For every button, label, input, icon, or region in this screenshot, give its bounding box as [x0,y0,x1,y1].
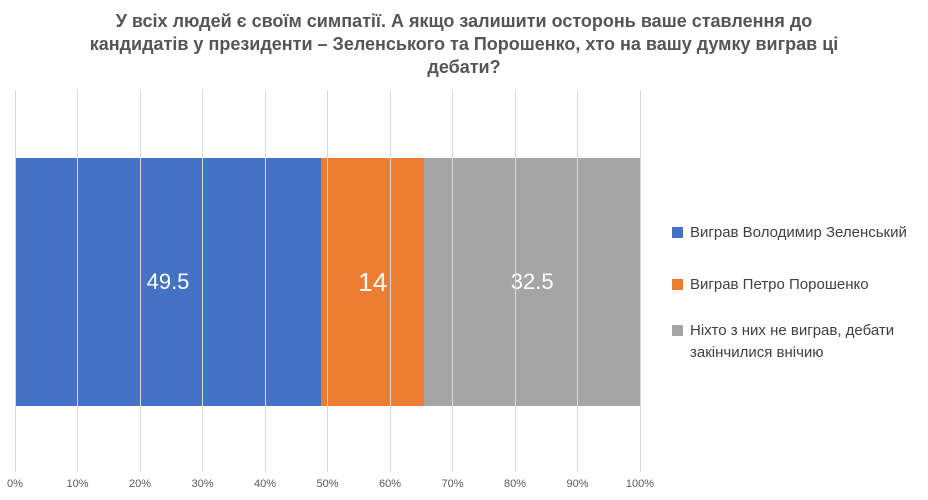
data-label-1: 49.5 [146,269,190,294]
legend-swatch-icon [672,279,683,290]
gridline-40% [264,90,266,472]
legend-label-1: Виграв Володимир Зеленський [690,224,907,241]
gridline-70% [452,90,453,472]
gridline-0% [14,90,16,472]
x-tick-label-50%: 50% [316,478,339,490]
data-label-2: 14 [358,266,388,297]
bar-segment-3: 32.5 [424,158,640,406]
gridline-100% [639,90,641,472]
x-tick-label-30%: 30% [191,478,214,490]
chart-title: У всіх людей є своїм симпатії. А якщо за… [0,10,928,79]
gridline-30% [202,90,203,472]
gridline-80% [514,90,516,472]
gridline-20% [139,90,141,472]
legend-label-3: Ніхто з них не виграв, дебати закінчилис… [690,322,895,361]
legend-item-3: Ніхто з них не виграв, дебати закінчилис… [672,320,928,364]
legend-label-2: Виграв Петро Порошенко [690,276,869,293]
x-tick-label-60%: 60% [378,478,402,490]
x-tick-label-10%: 10% [66,478,89,490]
x-tick-label-70%: 70% [441,478,464,490]
stacked-bar: 49.5 14 32.5 [15,158,640,406]
chart-title-line-1: У всіх людей є своїм симпатії. А якщо за… [115,11,813,31]
chart-title-line-2: кандидатів у президенти – Зеленського та… [89,34,839,54]
gridline-90% [577,90,578,472]
gridline-60% [389,90,391,472]
x-tick-label-40%: 40% [253,478,277,490]
legend-swatch-icon [672,325,683,336]
legend-item-2: Виграв Петро Порошенко [672,274,928,296]
x-tick-label-90%: 90% [566,478,589,490]
x-tick-label-0%: 0% [7,478,23,490]
x-tick-label-20%: 20% [128,478,152,490]
legend: Виграв Володимир Зеленський Виграв Петро … [672,0,922,500]
bar-segment-1: 49.5 [15,158,322,406]
legend-item-1: Виграв Володимир Зеленський [672,222,928,244]
gridline-10% [77,90,78,472]
gridline-50% [327,90,328,472]
data-label-3: 32.5 [510,269,554,294]
legend-swatch-icon [672,227,683,238]
bar-segment-2: 14 [321,158,425,406]
x-tick-label-80%: 80% [503,478,527,490]
x-tick-label-100%: 100% [625,478,655,490]
chart-title-line-3: дебати? [427,57,501,77]
